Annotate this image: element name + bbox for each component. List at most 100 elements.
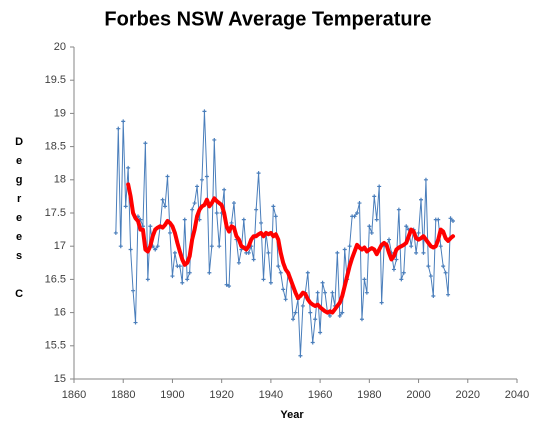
data-point xyxy=(195,184,200,189)
data-point xyxy=(377,184,382,189)
data-point xyxy=(419,197,424,202)
data-point xyxy=(330,290,335,295)
data-point xyxy=(113,230,118,235)
data-point xyxy=(214,211,219,215)
data-point xyxy=(431,294,436,298)
y-tick-label: 18 xyxy=(54,174,66,186)
data-point xyxy=(163,204,168,209)
data-point xyxy=(199,177,204,182)
data-point xyxy=(128,247,133,252)
data-point xyxy=(231,201,236,206)
data-point xyxy=(291,317,296,322)
data-point xyxy=(446,292,451,297)
data-point xyxy=(254,207,259,212)
data-point xyxy=(246,250,251,255)
data-point xyxy=(409,244,414,249)
data-point xyxy=(391,267,396,272)
x-tick-label: 1860 xyxy=(62,389,86,401)
data-point xyxy=(396,207,401,212)
data-point xyxy=(121,119,126,124)
chart-title: Forbes NSW Average Temperature xyxy=(104,8,431,30)
data-point xyxy=(448,216,453,221)
y-tick-label: 19.5 xyxy=(45,74,66,86)
data-point xyxy=(394,257,399,262)
data-point xyxy=(224,282,229,287)
y-axis-title: Degrees C xyxy=(13,136,25,307)
data-point xyxy=(182,217,187,222)
data-point xyxy=(202,109,207,114)
data-point xyxy=(355,211,360,215)
data-point xyxy=(436,217,441,222)
data-point xyxy=(236,260,241,265)
y-tick-label: 20 xyxy=(54,41,66,53)
data-point xyxy=(428,274,433,279)
data-point xyxy=(300,303,305,308)
data-point xyxy=(241,217,246,222)
data-point xyxy=(438,244,443,249)
data-point xyxy=(305,270,310,275)
data-point xyxy=(337,313,342,318)
data-point xyxy=(165,174,170,179)
data-point xyxy=(192,201,197,206)
data-point xyxy=(209,244,214,249)
data-point xyxy=(379,300,384,305)
data-point xyxy=(372,194,377,199)
data-point xyxy=(352,214,357,219)
y-tick-label: 15.5 xyxy=(45,340,66,352)
x-tick-label: 1900 xyxy=(160,389,184,401)
data-point xyxy=(293,310,298,315)
x-tick-label: 1940 xyxy=(259,389,283,401)
data-point xyxy=(404,224,409,229)
x-tick-label: 1880 xyxy=(111,389,135,401)
data-point xyxy=(362,277,367,282)
x-tick-label: 1980 xyxy=(357,389,381,401)
data-point xyxy=(369,230,374,235)
data-point xyxy=(359,317,364,322)
data-point xyxy=(190,207,195,212)
data-point xyxy=(133,320,138,325)
data-point xyxy=(414,250,419,255)
data-point xyxy=(374,217,379,222)
data-point xyxy=(118,244,123,249)
y-tick-label: 17 xyxy=(54,240,66,252)
data-point xyxy=(347,244,352,249)
data-point xyxy=(217,244,222,249)
data-point xyxy=(155,244,160,249)
data-point xyxy=(148,224,153,229)
y-tick-label: 18.5 xyxy=(45,141,66,153)
data-point xyxy=(367,224,372,229)
series-line xyxy=(126,182,456,315)
y-tick-label: 16 xyxy=(54,307,66,319)
data-point xyxy=(298,353,303,358)
data-point xyxy=(340,310,345,315)
data-point xyxy=(167,230,172,235)
data-point xyxy=(116,126,121,131)
data-point xyxy=(204,174,209,179)
data-point xyxy=(185,277,190,282)
data-point xyxy=(451,218,456,223)
data-point xyxy=(335,250,340,255)
data-point xyxy=(426,264,431,269)
data-point xyxy=(327,313,332,318)
data-point xyxy=(315,290,320,295)
data-point xyxy=(256,171,261,176)
data-point xyxy=(323,290,328,295)
data-point xyxy=(283,297,288,302)
data-point xyxy=(170,274,175,279)
x-tick-label: 2040 xyxy=(505,389,529,401)
y-tick-label: 19 xyxy=(54,107,66,119)
data-point xyxy=(212,137,217,142)
data-point xyxy=(281,287,286,292)
data-point xyxy=(222,187,227,192)
x-axis-title: Year xyxy=(280,409,304,421)
data-point xyxy=(320,280,325,285)
data-point xyxy=(207,270,212,275)
data-point xyxy=(441,264,446,269)
data-point xyxy=(313,317,318,322)
data-point xyxy=(273,214,278,219)
data-point xyxy=(261,277,266,282)
data-point xyxy=(318,330,323,335)
data-point xyxy=(342,247,347,252)
data-point xyxy=(180,280,185,285)
